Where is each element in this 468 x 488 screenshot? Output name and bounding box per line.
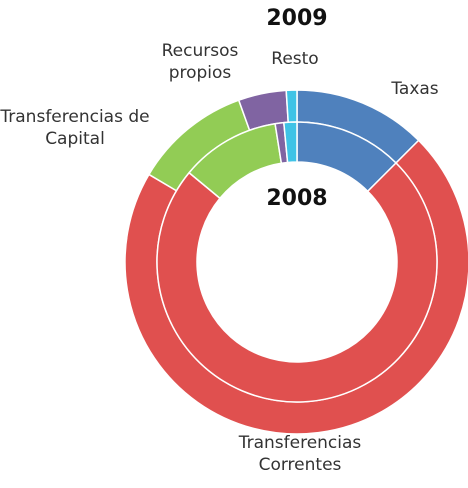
- category-label: Recursos propios: [161, 41, 239, 83]
- inner-ring-label: 2008: [266, 186, 328, 211]
- category-label: Taxas: [391, 79, 439, 99]
- donut-segment: [283, 121, 298, 164]
- donut-segment: [285, 89, 298, 124]
- donut-segment: [156, 161, 438, 403]
- category-label: Resto: [271, 49, 319, 69]
- category-label: Transferencias de Capital: [0, 107, 150, 149]
- category-label: Transferencias Correntes: [238, 433, 362, 475]
- outer-ring-label: 2009: [266, 6, 328, 31]
